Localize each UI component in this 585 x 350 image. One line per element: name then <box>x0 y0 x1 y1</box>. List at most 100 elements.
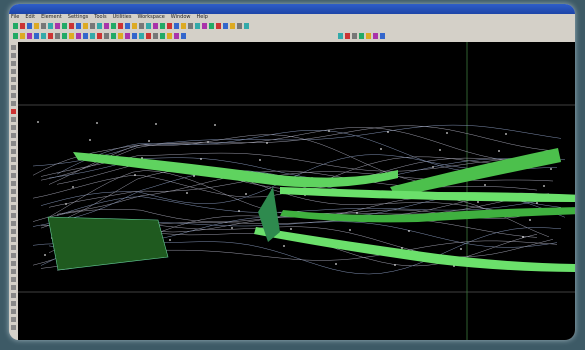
tool-button[interactable] <box>69 23 74 29</box>
tool-button[interactable] <box>11 237 16 242</box>
tool-button[interactable] <box>27 33 32 39</box>
tool-button[interactable] <box>104 33 109 39</box>
tool-button[interactable] <box>41 33 46 39</box>
tool-button[interactable] <box>11 205 16 210</box>
tool-button[interactable] <box>167 23 172 29</box>
tool-button[interactable] <box>55 33 60 39</box>
tool-button[interactable] <box>11 213 16 218</box>
tool-button[interactable] <box>230 23 235 29</box>
tool-button[interactable] <box>97 23 102 29</box>
tool-button[interactable] <box>174 23 179 29</box>
tool-button[interactable] <box>41 23 46 29</box>
menu-item[interactable]: Window <box>170 14 191 20</box>
tool-button[interactable] <box>11 85 16 90</box>
tool-button[interactable] <box>20 33 25 39</box>
tool-button[interactable] <box>209 23 214 29</box>
tool-button[interactable] <box>11 197 16 202</box>
tool-button[interactable] <box>62 33 67 39</box>
tool-button[interactable] <box>11 221 16 226</box>
tool-button[interactable] <box>13 23 18 29</box>
tool-button[interactable] <box>11 245 16 250</box>
tool-button[interactable] <box>338 33 343 39</box>
tool-button[interactable] <box>11 325 16 330</box>
tool-button[interactable] <box>11 293 16 298</box>
tool-button[interactable] <box>11 189 16 194</box>
menu-item[interactable]: Workspace <box>137 14 165 20</box>
tool-button[interactable] <box>11 77 16 82</box>
tool-button[interactable] <box>139 23 144 29</box>
tool-button[interactable] <box>181 23 186 29</box>
tool-button[interactable] <box>48 23 53 29</box>
tool-button[interactable] <box>125 33 130 39</box>
menu-item[interactable]: Utilities <box>112 14 132 20</box>
tool-button[interactable] <box>146 33 151 39</box>
tool-button[interactable] <box>11 101 16 106</box>
tool-button[interactable] <box>83 33 88 39</box>
menu-item[interactable]: Help <box>196 14 208 20</box>
tool-button[interactable] <box>11 53 16 58</box>
tool-button[interactable] <box>146 23 151 29</box>
tool-button[interactable] <box>76 33 81 39</box>
tool-button[interactable] <box>55 23 60 29</box>
tool-button[interactable] <box>153 23 158 29</box>
tool-button[interactable] <box>11 229 16 234</box>
tool-button[interactable] <box>132 33 137 39</box>
tool-button[interactable] <box>380 33 385 39</box>
tool-button[interactable] <box>34 33 39 39</box>
tool-button[interactable] <box>11 117 16 122</box>
tool-button[interactable] <box>11 317 16 322</box>
tool-button[interactable] <box>104 23 109 29</box>
tool-button[interactable] <box>62 23 67 29</box>
tool-button[interactable] <box>125 23 130 29</box>
tool-button[interactable] <box>11 149 16 154</box>
tool-button[interactable] <box>11 157 16 162</box>
tool-button[interactable] <box>83 23 88 29</box>
tool-button[interactable] <box>11 141 16 146</box>
tool-button[interactable] <box>11 165 16 170</box>
tool-button[interactable] <box>11 269 16 274</box>
tool-button[interactable] <box>188 23 193 29</box>
tool-button[interactable] <box>69 33 74 39</box>
tool-button[interactable] <box>11 301 16 306</box>
menu-item[interactable]: Element <box>41 14 62 20</box>
tool-button[interactable] <box>111 33 116 39</box>
menu-item[interactable]: Settings <box>67 14 89 20</box>
tool-button[interactable] <box>34 23 39 29</box>
tool-button[interactable] <box>153 33 158 39</box>
tool-button[interactable] <box>132 23 137 29</box>
tool-button[interactable] <box>48 33 53 39</box>
tool-button[interactable] <box>167 33 172 39</box>
tool-button[interactable] <box>90 33 95 39</box>
tool-button[interactable] <box>118 33 123 39</box>
tool-button[interactable] <box>195 23 200 29</box>
tool-button[interactable] <box>11 133 16 138</box>
tool-button[interactable] <box>90 23 95 29</box>
tool-button[interactable] <box>216 23 221 29</box>
tool-button[interactable] <box>359 33 364 39</box>
tool-button[interactable] <box>11 69 16 74</box>
tool-button[interactable] <box>174 33 179 39</box>
tool-button[interactable] <box>27 23 32 29</box>
menu-item[interactable]: Tools <box>94 14 107 20</box>
tool-button[interactable] <box>139 33 144 39</box>
tool-button[interactable] <box>11 61 16 66</box>
menu-item[interactable]: File <box>11 14 20 20</box>
tool-button[interactable] <box>202 23 207 29</box>
tool-button[interactable] <box>237 23 242 29</box>
tool-button[interactable] <box>345 33 350 39</box>
tool-button[interactable] <box>11 309 16 314</box>
tool-button[interactable] <box>181 33 186 39</box>
tool-button[interactable] <box>11 109 16 114</box>
tool-button[interactable] <box>11 173 16 178</box>
tool-button[interactable] <box>352 33 357 39</box>
tool-button[interactable] <box>366 33 371 39</box>
tool-button[interactable] <box>11 45 16 50</box>
tool-button[interactable] <box>223 23 228 29</box>
tool-button[interactable] <box>11 261 16 266</box>
tool-button[interactable] <box>11 181 16 186</box>
tool-button[interactable] <box>76 23 81 29</box>
tool-button[interactable] <box>160 33 165 39</box>
menu-item[interactable]: Edit <box>25 14 36 20</box>
tool-button[interactable] <box>118 23 123 29</box>
tool-button[interactable] <box>244 23 249 29</box>
